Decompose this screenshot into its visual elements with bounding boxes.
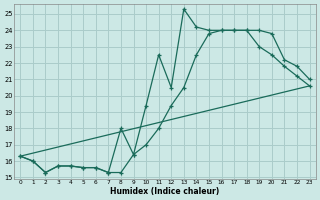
X-axis label: Humidex (Indice chaleur): Humidex (Indice chaleur) — [110, 187, 220, 196]
